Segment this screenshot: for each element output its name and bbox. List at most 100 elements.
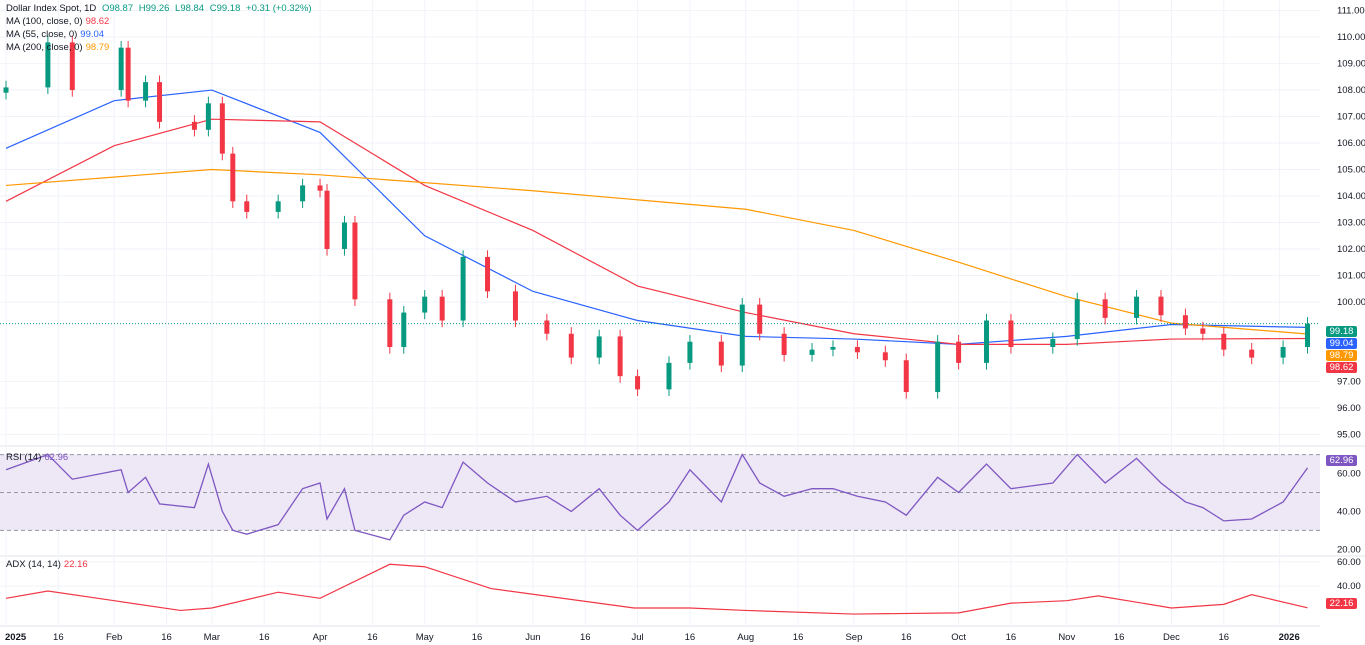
adx-legend[interactable]: ADX (14, 14) 22.16	[6, 559, 91, 570]
rsi-value: 62.96	[44, 452, 69, 463]
price-tick-label: 109.00	[1337, 59, 1365, 70]
price-tick-label: 107.00	[1337, 112, 1365, 123]
candle-body	[512, 291, 518, 321]
time-tick-label: 16	[161, 632, 172, 643]
ohlc-change: +0.31 (+0.32%)	[246, 3, 312, 14]
adx-label: ADX (14, 14)	[6, 559, 61, 570]
candle-body	[341, 222, 347, 249]
candle-body	[1134, 296, 1140, 318]
price-tick-label: 97.00	[1337, 376, 1361, 387]
price-tick-label: 100.00	[1337, 297, 1365, 308]
candle-body	[1182, 315, 1188, 329]
time-tick-label: Nov	[1058, 632, 1075, 643]
candle-body	[903, 360, 909, 393]
candle-body	[401, 312, 407, 347]
candle-body	[387, 299, 393, 347]
price-tag-ma100: 98.62	[1326, 362, 1357, 373]
time-tick-label: Feb	[106, 632, 122, 643]
ma-line-200	[5, 168, 1308, 335]
ma-line-55	[5, 89, 1308, 345]
price-tick-label: 103.00	[1337, 218, 1365, 229]
candle-body	[718, 341, 724, 366]
time-tick-label: 16	[1114, 632, 1125, 643]
adx-value: 22.16	[63, 559, 88, 570]
candle-body	[3, 87, 9, 93]
time-tick-label: 16	[53, 632, 64, 643]
ohlc-close: C99.18	[209, 3, 241, 14]
adx-tick-label: 40.00	[1337, 581, 1361, 592]
candle-body	[1305, 323, 1311, 347]
candle-body	[1008, 320, 1014, 347]
candle-body	[882, 352, 888, 361]
ma100-legend[interactable]: MA (100, close, 0) 98.62	[6, 16, 112, 27]
symbol-name: Dollar Index Spot, 1D	[6, 3, 97, 14]
candle-body	[935, 341, 941, 393]
rsi-legend[interactable]: RSI (14) 62.96	[6, 452, 71, 463]
time-tick-label: 16	[259, 632, 270, 643]
candle-body	[596, 336, 602, 358]
candle-body	[1158, 296, 1164, 316]
candle-body	[244, 201, 250, 212]
time-tick-label: 2026	[1279, 632, 1300, 643]
candle-body	[666, 362, 672, 390]
price-tick-label: 110.00	[1337, 32, 1365, 43]
rsi-tick-label: 60.00	[1337, 469, 1361, 480]
candle-body	[352, 222, 358, 300]
candle-body	[568, 333, 574, 358]
candle-body	[809, 349, 815, 355]
candle-body	[635, 376, 641, 390]
time-tick-label: Jun	[525, 632, 540, 643]
candle-body	[1074, 299, 1080, 340]
price-tick-label: 95.00	[1337, 429, 1361, 440]
rsi-tag: 62.96	[1326, 455, 1357, 466]
candle-body	[1050, 339, 1056, 347]
ohlc-high: H99.26	[138, 3, 170, 14]
time-tick-label: Oct	[951, 632, 966, 643]
candle-body	[617, 336, 623, 377]
ma55-legend[interactable]: MA (55, close, 0) 99.04	[6, 29, 107, 40]
adx-line	[5, 563, 1308, 615]
candle-body	[300, 185, 306, 202]
candle-body	[143, 82, 149, 101]
symbol-legend: Dollar Index Spot, 1D O98.87 H99.26 L98.…	[6, 3, 315, 14]
candle-body	[275, 201, 281, 212]
time-tick-label: 16	[1006, 632, 1017, 643]
time-tick-label: 16	[793, 632, 804, 643]
price-tick-label: 96.00	[1337, 403, 1361, 414]
candle-body	[687, 341, 693, 363]
time-tick-label: Sep	[845, 632, 862, 643]
price-tag-ma200: 98.79	[1326, 350, 1357, 361]
candle-body	[69, 42, 75, 91]
time-tick-label: May	[416, 632, 434, 643]
time-tick-label: 16	[580, 632, 591, 643]
candle-body	[956, 341, 962, 363]
ma200-legend[interactable]: MA (200, close, 0) 98.79	[6, 42, 112, 53]
time-tick-label: 16	[1218, 632, 1229, 643]
candle-body	[439, 296, 445, 321]
time-tick-label: Jul	[631, 632, 643, 643]
ma200-value: 98.79	[85, 42, 110, 53]
ma100-value: 98.62	[85, 16, 110, 27]
candle-body	[485, 256, 491, 292]
time-tick-label: Aug	[737, 632, 754, 643]
candle-body	[1221, 333, 1227, 350]
candle-body	[422, 296, 428, 313]
price-tag-close: 99.18	[1326, 326, 1357, 337]
candle-body	[317, 185, 323, 191]
rsi-tick-label: 40.00	[1337, 506, 1361, 517]
time-tick-label: Apr	[313, 632, 328, 643]
price-tick-label: 104.00	[1337, 191, 1365, 202]
price-tick-label: 111.00	[1337, 6, 1365, 17]
candle-body	[219, 103, 225, 154]
candle-body	[460, 256, 466, 321]
candle-body	[125, 47, 131, 101]
ma55-value: 99.04	[80, 29, 105, 40]
price-tick-label: 105.00	[1337, 165, 1365, 176]
rsi-line	[5, 453, 1309, 541]
time-tick-label: Mar	[204, 632, 220, 643]
candle-body	[1102, 299, 1108, 318]
candle-body	[781, 333, 787, 355]
candle-body	[324, 190, 330, 249]
time-tick-label: 16	[685, 632, 696, 643]
